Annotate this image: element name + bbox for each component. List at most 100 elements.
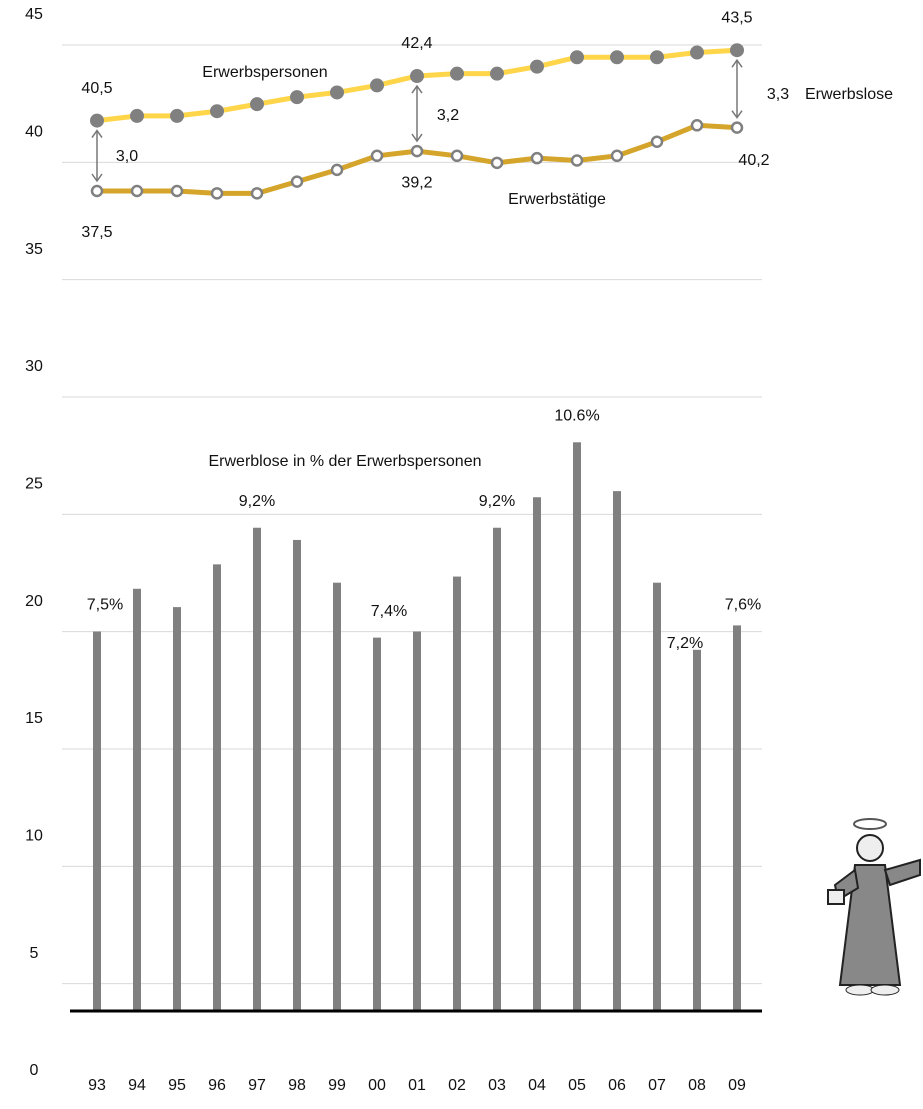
bar <box>213 564 221 1011</box>
y-tick-label: 15 <box>25 710 43 727</box>
x-tick-label: 04 <box>528 1077 546 1094</box>
marker <box>90 184 104 198</box>
point-value-label: 39,2 <box>401 174 432 191</box>
point-value-label: 40,5 <box>81 80 112 97</box>
marker <box>410 144 424 158</box>
y-tick-label: 20 <box>25 593 43 610</box>
bar <box>373 637 381 1011</box>
x-tick-label: 97 <box>248 1077 266 1094</box>
marker <box>450 66 464 81</box>
marker <box>730 43 744 58</box>
bar <box>453 576 461 1011</box>
x-tick-label: 96 <box>208 1077 226 1094</box>
x-tick-label: 95 <box>168 1077 186 1094</box>
bar <box>533 497 541 1011</box>
y-tick-label: 40 <box>25 124 43 141</box>
arrow-head <box>731 58 743 119</box>
y-tick-label: 10 <box>25 828 43 845</box>
marker <box>610 149 624 163</box>
marker <box>370 78 384 93</box>
marker <box>250 187 264 200</box>
series-label: Erwerbstätige <box>508 191 606 208</box>
marker <box>450 149 464 163</box>
marker <box>530 151 544 165</box>
bar <box>93 631 101 1011</box>
bar <box>653 582 661 1011</box>
bar <box>613 491 621 1011</box>
y-tick-label: 0 <box>30 1062 39 1079</box>
bar-value-label: 10.6% <box>554 408 599 425</box>
marker <box>570 50 584 65</box>
bar <box>493 527 501 1011</box>
marker <box>330 85 344 100</box>
y-tick-label: 35 <box>25 241 43 258</box>
point-value-label: 42,4 <box>401 35 432 52</box>
marker <box>370 149 384 163</box>
marker <box>650 50 664 65</box>
x-tick-label: 93 <box>88 1077 106 1094</box>
bar <box>173 607 181 1011</box>
x-tick-label: 01 <box>408 1077 426 1094</box>
x-tick-label: 09 <box>728 1077 746 1094</box>
marker <box>410 69 424 84</box>
bar <box>133 588 141 1011</box>
bar-value-label: 9,2% <box>479 493 515 510</box>
x-tick-label: 94 <box>128 1077 146 1094</box>
point-value-label: 43,5 <box>721 9 752 26</box>
bar-value-label: 9,2% <box>239 493 275 510</box>
y-tick-label: 45 <box>25 6 43 23</box>
annotation: Erwerbslose <box>805 86 893 103</box>
x-tick-label: 06 <box>608 1077 626 1094</box>
annotation: 3,2 <box>437 107 459 124</box>
bar <box>573 442 581 1012</box>
marker <box>210 187 224 200</box>
marker <box>250 97 264 112</box>
annotation: 3,3 <box>767 86 789 103</box>
y-tick-label: 30 <box>25 358 43 375</box>
marker <box>490 156 504 170</box>
bar <box>253 527 261 1011</box>
marker <box>690 45 704 60</box>
marker <box>650 135 664 148</box>
angel-clipart <box>827 818 921 996</box>
bar <box>693 649 701 1011</box>
marker <box>170 184 184 198</box>
marker <box>610 50 624 65</box>
series-label: Erwerbspersonen <box>202 64 327 81</box>
annotation: 3,0 <box>116 148 138 165</box>
bar <box>333 582 341 1011</box>
arrow-head <box>91 129 103 183</box>
y-tick-label: 5 <box>30 945 39 962</box>
marker <box>170 108 184 123</box>
marker <box>210 104 224 119</box>
x-tick-label: 98 <box>288 1077 306 1094</box>
arrow-head <box>411 84 423 143</box>
bar <box>293 539 301 1011</box>
marker <box>330 163 344 177</box>
bar-value-label: 7,6% <box>725 597 761 614</box>
bar-value-label: 7,4% <box>371 603 407 620</box>
point-value-label: 40,2 <box>738 152 769 169</box>
marker <box>730 121 744 134</box>
point-value-label: 37,5 <box>81 224 112 241</box>
bar-value-label: 7,5% <box>87 597 123 614</box>
marker <box>570 154 584 167</box>
series-label: Erwerblose in % der Erwerbspersonen <box>208 453 481 470</box>
x-tick-label: 08 <box>688 1077 706 1094</box>
marker <box>690 119 704 132</box>
x-tick-label: 02 <box>448 1077 466 1094</box>
bar <box>733 625 741 1011</box>
marker <box>130 184 144 198</box>
marker <box>90 113 104 128</box>
x-tick-label: 05 <box>568 1077 586 1094</box>
x-tick-label: 00 <box>368 1077 386 1094</box>
x-tick-label: 07 <box>648 1077 666 1094</box>
y-tick-label: 25 <box>25 476 43 493</box>
marker <box>490 66 504 81</box>
marker <box>290 90 304 105</box>
marker <box>290 175 304 188</box>
x-tick-label: 03 <box>488 1077 506 1094</box>
bar <box>413 631 421 1011</box>
bar-value-label: 7,2% <box>667 635 703 652</box>
